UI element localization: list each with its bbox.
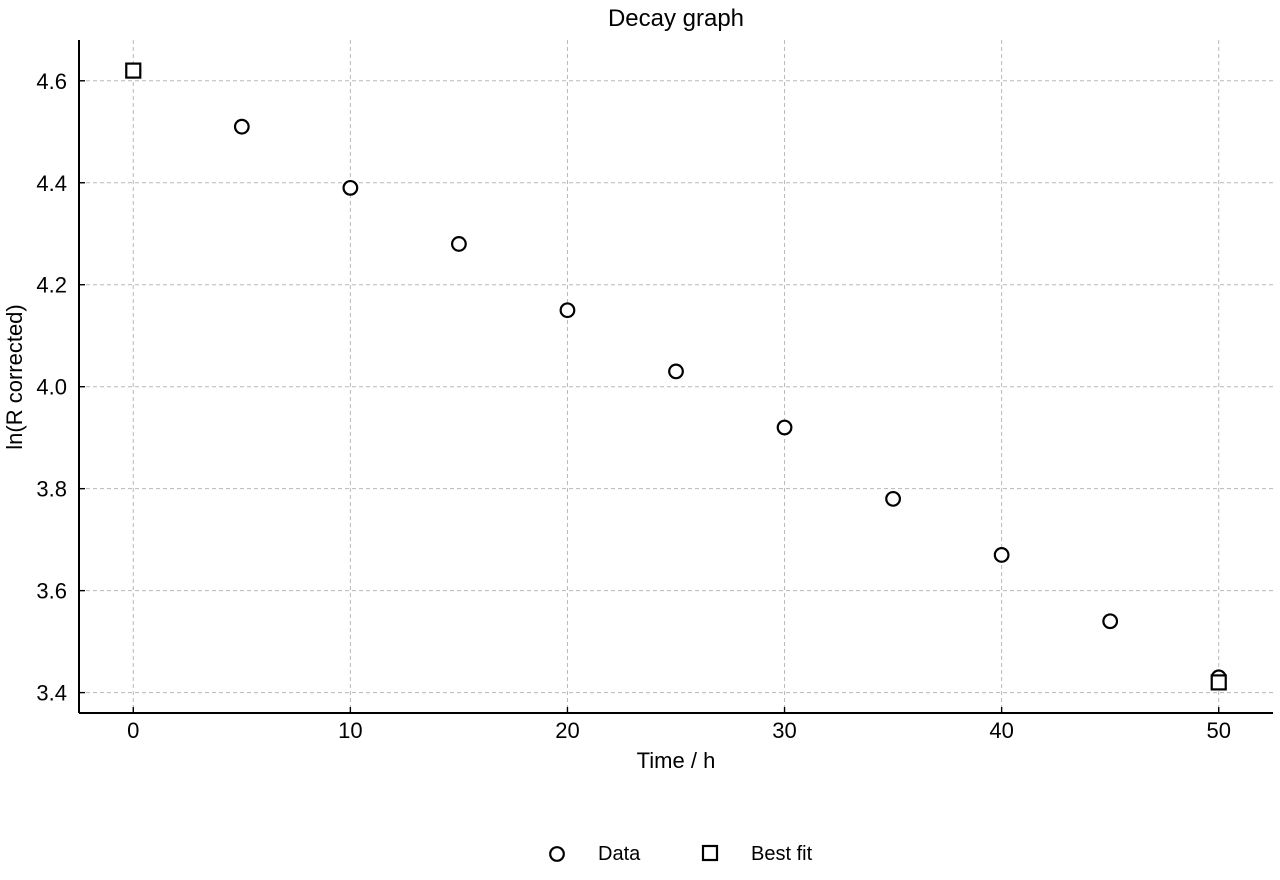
data-point	[885, 490, 901, 507]
y-tick-label: 4.6	[36, 69, 67, 94]
data-point	[993, 547, 1010, 563]
chart-title: Decay graph	[608, 5, 744, 32]
x-tick-label: 20	[555, 718, 579, 743]
axes	[78, 40, 1273, 714]
data-series	[125, 62, 1227, 691]
data-point	[451, 236, 467, 252]
y-tick-label: 4.2	[36, 273, 67, 298]
x-axis-label: Time / h	[637, 748, 716, 773]
data-point	[668, 363, 684, 380]
y-tick-label: 3.8	[36, 477, 67, 502]
legend: Data Best fit	[549, 843, 813, 865]
data-point	[1102, 613, 1119, 630]
x-tick-label: 10	[338, 718, 362, 743]
y-tick-label: 3.4	[36, 681, 67, 706]
y-tick-label: 3.6	[36, 579, 67, 604]
legend-best-fit-label: Best fit	[751, 843, 813, 865]
grid	[79, 40, 1273, 713]
ticks: 0 10 20 30 40 50 3.4 3.6 3.8 4.0 4.2 4.4 4.6	[36, 69, 1231, 743]
x-tick-label: 50	[1206, 718, 1230, 743]
data-point	[233, 118, 250, 135]
data-point	[342, 179, 359, 196]
x-tick-label: 40	[989, 718, 1013, 743]
y-tick-label: 4.4	[36, 171, 67, 196]
data-point	[776, 419, 793, 436]
best-fit-point	[1210, 674, 1227, 691]
best-fit-series-points	[125, 62, 1227, 691]
y-tick-label: 4.0	[36, 375, 67, 400]
legend-best-fit-square-icon	[701, 844, 719, 862]
x-tick-label: 30	[772, 718, 796, 743]
y-axis-label: ln(R corrected)	[2, 304, 27, 449]
x-tick-label: 0	[127, 718, 139, 743]
data-point	[559, 302, 576, 319]
legend-data-label: Data	[598, 843, 641, 865]
best-fit-point	[125, 62, 142, 79]
legend-data-circle-icon	[549, 846, 565, 862]
